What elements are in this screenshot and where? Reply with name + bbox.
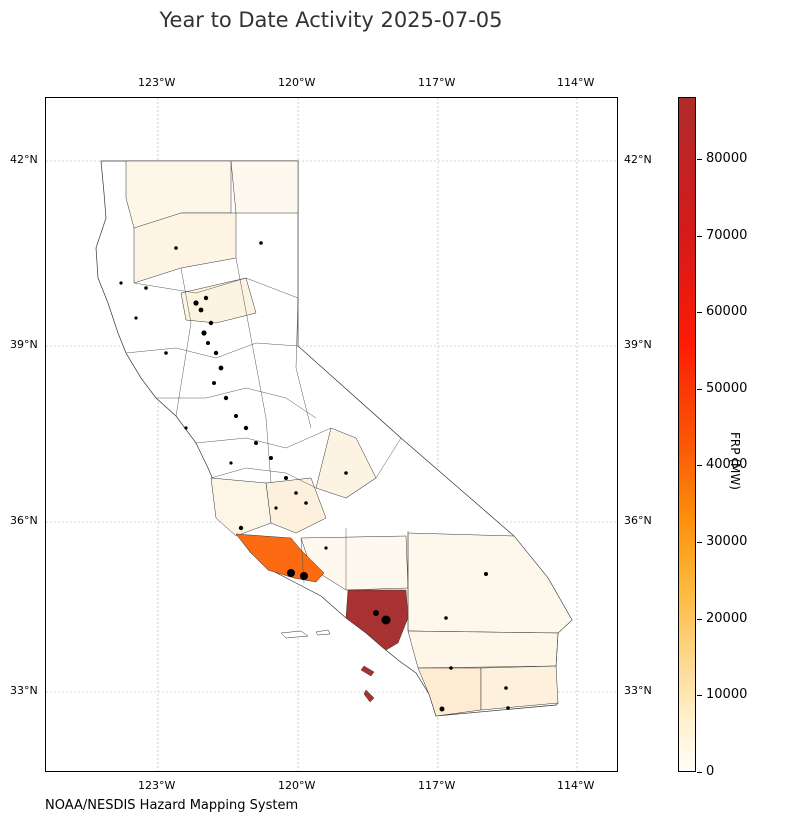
lat-tick-right: 36°N <box>624 514 652 527</box>
map-panel <box>45 97 618 772</box>
colorbar-tick-label: 20000 <box>706 611 748 626</box>
lat-tick-left: 42°N <box>10 153 38 166</box>
county-fresno <box>210 477 272 537</box>
colorbar-tick-label: 0 <box>706 764 715 779</box>
fire-detections <box>119 241 510 712</box>
island-clemente <box>363 689 375 703</box>
island-channel-b <box>315 629 331 636</box>
lon-tick-top: 114°W <box>557 76 595 89</box>
county-san-bernardino <box>407 532 573 634</box>
lat-tick-right: 39°N <box>624 338 652 351</box>
lat-tick-left: 33°N <box>10 684 38 697</box>
colorbar-tick-label: 70000 <box>706 228 748 243</box>
island-catalina <box>360 665 375 677</box>
source-credit: NOAA/NESDIS Hazard Mapping System <box>45 798 299 813</box>
lon-tick-bottom: 117°W <box>418 779 456 792</box>
lat-tick-left: 36°N <box>10 514 38 527</box>
lat-tick-right: 33°N <box>624 684 652 697</box>
county-imperial <box>480 665 559 711</box>
colorbar-tick-label: 30000 <box>706 534 748 549</box>
lat-tick-right: 42°N <box>624 153 652 166</box>
lon-tick-top: 120°W <box>278 76 316 89</box>
county-modoc <box>230 160 299 214</box>
county-santa-barbara <box>235 533 325 583</box>
colorbar-tick-label: 40000 <box>706 457 748 472</box>
lon-tick-top: 123°W <box>138 76 176 89</box>
colorbar-tick-label: 60000 <box>706 304 748 319</box>
county-san-diego <box>417 667 482 717</box>
lon-tick-bottom: 120°W <box>278 779 316 792</box>
county-los-angeles <box>345 589 409 651</box>
lon-tick-top: 117°W <box>418 76 456 89</box>
colorbar <box>678 97 696 772</box>
colorbar-tick-label: 50000 <box>706 381 748 396</box>
colorbar-tick-label: 10000 <box>706 687 748 702</box>
island-channel-a <box>280 630 309 639</box>
colorbar-tick-label: 80000 <box>706 151 748 166</box>
lon-tick-bottom: 123°W <box>138 779 176 792</box>
county-boundaries <box>125 257 409 631</box>
california-map <box>46 98 617 771</box>
map-title: Year to Date Activity 2025-07-05 <box>159 8 503 32</box>
colorbar-title: FRP (MW) <box>728 432 742 490</box>
county-riverside <box>407 630 559 669</box>
lat-tick-left: 39°N <box>10 338 38 351</box>
lon-tick-bottom: 114°W <box>557 779 595 792</box>
